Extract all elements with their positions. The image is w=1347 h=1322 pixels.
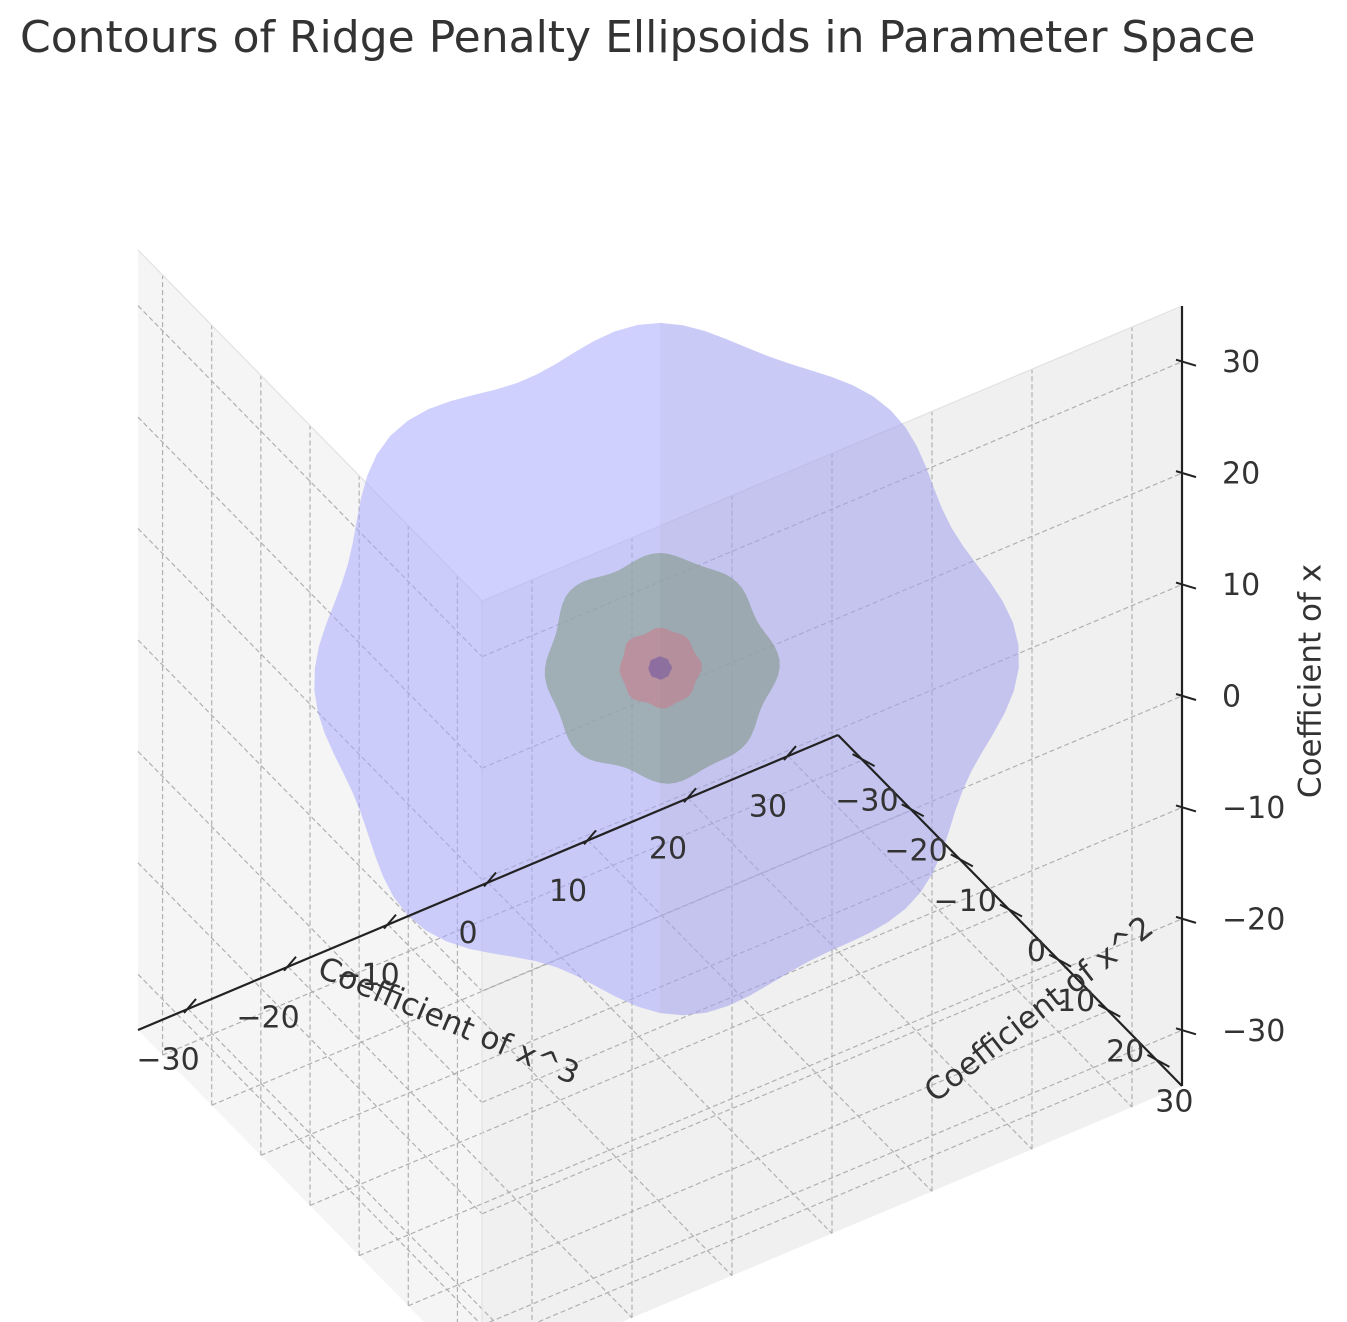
grid-line-y-floor: [536, 1060, 1158, 1322]
ellipsoid-surface-3: [648, 656, 672, 680]
z-tick: [1175, 470, 1197, 479]
x-tick: [683, 787, 697, 803]
grid-line-z-side: [137, 751, 483, 1103]
z-tick: [1175, 804, 1197, 813]
z-tick-label: −30: [1222, 1014, 1285, 1049]
grid-line-x-floor: [187, 1008, 496, 1322]
y-tick-label: −10: [934, 884, 997, 919]
x-tick: [483, 871, 497, 888]
z-tick: [1175, 915, 1197, 924]
x-tick: [783, 745, 797, 761]
z-tick: [1175, 581, 1197, 590]
grid-line-z-back: [488, 1029, 1183, 1322]
chart-title: Contours of Ridge Penalty Ellipsoids in …: [20, 12, 1256, 63]
grid-line-y-floor: [309, 909, 1011, 1207]
x-tick-label: 20: [649, 832, 687, 867]
x-tick-label: −10: [336, 958, 399, 993]
ellipsoid-shade-2: [660, 627, 702, 709]
grid-line-y-floor: [408, 1010, 1109, 1307]
ellipsoid-surfaces: [314, 322, 1019, 1016]
y-tick: [999, 903, 1023, 918]
x-tick: [183, 998, 197, 1014]
z-tick: [1175, 693, 1197, 701]
y-tick: [1048, 953, 1072, 968]
y-tick: [1146, 1054, 1170, 1068]
y-tick-label: 20: [1106, 1034, 1144, 1069]
grid-line-z-side: [137, 639, 483, 992]
z-tick-label: 20: [1222, 457, 1260, 492]
grid-line-x-floor: [387, 924, 733, 1277]
ellipsoid-shade-0: [660, 322, 1019, 1016]
x-tick: [283, 956, 297, 972]
z-tick: [1175, 358, 1197, 367]
y-tick: [901, 803, 925, 818]
grid-line-z-side: [137, 973, 480, 1322]
x-tick-label: −20: [236, 1000, 299, 1035]
ellipsoid-shade-1: [660, 553, 780, 784]
y-tick: [1097, 1003, 1121, 1018]
x-tick-label: 30: [749, 790, 787, 825]
tick-marks: −30 −20 −10 0 10 20 30 −30 −20 −10 0 10 20 30 −30 −20 −1…: [136, 345, 1285, 1119]
z-tick-label: 30: [1222, 345, 1260, 380]
y-tick-label: −20: [884, 834, 947, 869]
x-tick-label: 10: [549, 874, 587, 909]
z-tick-label: 0: [1222, 680, 1241, 715]
z-tick-label: 10: [1222, 568, 1260, 603]
z-tick-label: −20: [1222, 902, 1285, 937]
grid-line-x-floor: [287, 966, 633, 1319]
y-tick-label: −30: [835, 784, 898, 819]
x-tick-label: 0: [458, 916, 477, 951]
y-tick: [852, 753, 876, 767]
y-tick-label: 10: [1057, 984, 1095, 1019]
y-tick: [950, 853, 974, 868]
grid-line-y-floor: [358, 960, 1060, 1257]
y-tick-label: 30: [1155, 1084, 1193, 1119]
z-tick: [1175, 1027, 1197, 1036]
grid-line-z-side: [137, 862, 483, 1215]
x-tick-label: −30: [136, 1042, 199, 1077]
x-tick: [383, 913, 397, 930]
ellipsoid-shade-3: [660, 656, 672, 680]
x-tick: [583, 829, 597, 846]
grid-line-z-back: [481, 806, 1183, 1103]
y-tick-label: 0: [1027, 934, 1046, 969]
z-tick-label: −10: [1222, 791, 1285, 826]
z-axis-label: Coefficient of x: [1293, 564, 1329, 798]
